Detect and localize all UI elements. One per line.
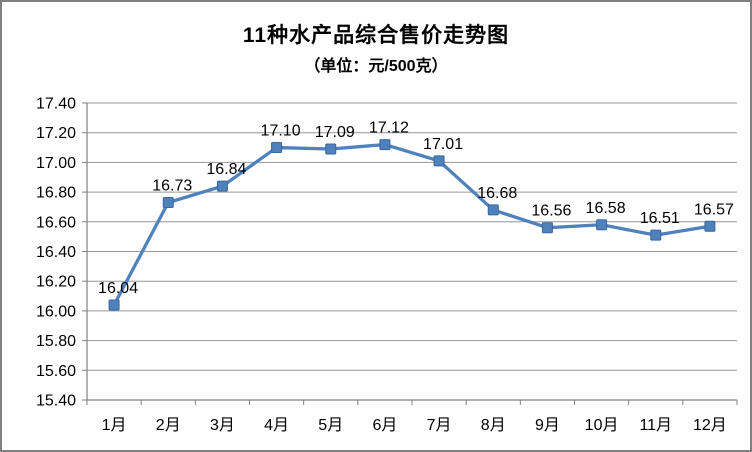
data-point-marker [108,299,120,311]
x-tick-label: 2月 [156,417,181,434]
x-tick-label: 7月 [427,417,452,434]
y-tick-label: 15.60 [36,363,76,380]
data-point-marker [650,229,662,241]
x-tick-label: 8月 [481,417,506,434]
y-tick-label: 17.40 [36,96,76,113]
data-label: 17.12 [369,120,409,137]
data-label: 17.10 [261,123,301,140]
chart-title: 11种水产品综合售价走势图 [242,24,510,47]
x-tick-label: 6月 [372,417,397,434]
data-label: 16.84 [206,161,246,178]
data-point-marker [162,196,174,208]
data-point-marker [271,142,283,154]
data-point-marker [541,222,553,234]
data-label: 16.58 [586,200,626,217]
data-label: 17.09 [315,124,355,141]
y-tick-label: 16.40 [36,244,76,261]
y-tick-label: 16.60 [36,214,76,231]
x-tick-label: 1月 [102,417,127,434]
data-label: 17.01 [423,136,463,153]
series-line [112,142,712,307]
x-tick-label: 5月 [318,417,343,434]
x-tick-label: 9月 [535,417,560,434]
data-point-marker [704,220,716,232]
x-tick-label: 11月 [639,417,672,434]
data-label: 16.56 [531,203,571,220]
x-tick-label: 12月 [693,417,727,434]
data-label: 16.04 [98,280,138,297]
x-tick-label: 10月 [585,417,619,434]
y-tick-label: 15.40 [36,393,76,410]
y-tick-label: 16.00 [36,303,76,320]
data-point-marker [216,180,228,192]
data-label: 16.73 [152,177,192,194]
data-point-marker [487,204,499,216]
y-tick-label: 17.00 [36,155,76,172]
data-label: 16.51 [640,210,680,227]
y-tick-label: 15.80 [36,333,76,350]
data-label: 16.68 [477,185,517,202]
y-tick-label: 17.20 [36,125,76,142]
y-tick-label: 16.20 [36,274,76,291]
data-point-marker [596,219,608,231]
data-point-marker [379,139,391,151]
x-tick-label: 3月 [210,417,235,434]
chart-subtitle: （单位：元/500克） [304,58,448,75]
data-point-marker [325,143,337,155]
data-point-marker [433,155,445,167]
data-label: 16.57 [694,201,734,218]
y-tick-label: 16.80 [36,185,76,202]
x-tick-label: 4月 [264,417,289,434]
